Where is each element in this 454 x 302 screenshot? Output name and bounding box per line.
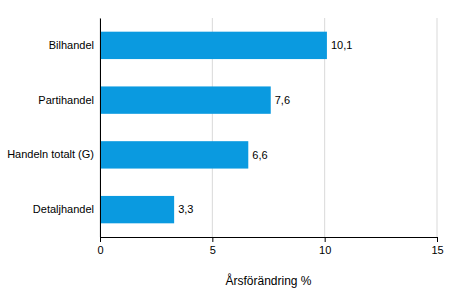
x-tick-mark <box>437 237 438 242</box>
x-axis: 0 5 10 15 <box>97 237 443 256</box>
x-tick: 5 <box>210 237 216 256</box>
y-tick-label: Partihandel <box>38 94 94 106</box>
data-label: 3,3 <box>178 203 193 215</box>
x-tick-label: 15 <box>431 244 443 256</box>
x-axis-line <box>101 238 438 243</box>
bars <box>100 32 327 224</box>
x-tick: 10 <box>319 237 331 256</box>
data-labels: 10,1 7,6 6,6 3,3 <box>178 39 352 215</box>
y-axis: Bilhandel Partihandel Handeln totalt (G) De… <box>7 19 100 238</box>
grid-line <box>100 18 101 237</box>
y-tick-label: Bilhandel <box>49 39 94 51</box>
x-tick-mark <box>325 237 326 242</box>
bar <box>100 196 174 223</box>
y-tick: Detaljhandel <box>33 203 100 215</box>
y-tick: Handeln totalt (G) <box>7 148 100 160</box>
x-tick: 0 <box>97 237 103 256</box>
x-axis-title: Årsförändring % <box>225 273 311 288</box>
chart: 0 5 10 15 Bilhandel Partihandel Handeln totalt… <box>0 0 454 302</box>
y-tick-label: Detaljhandel <box>33 203 94 215</box>
x-tick: 15 <box>431 237 443 256</box>
y-tick: Bilhandel <box>49 39 100 51</box>
data-label: 6,6 <box>252 149 267 161</box>
x-tick-label: 5 <box>210 244 216 256</box>
y-tick-label: Handeln totalt (G) <box>7 148 94 160</box>
x-tick-label: 0 <box>97 244 103 256</box>
grid-line <box>437 18 438 237</box>
grid <box>100 18 437 237</box>
y-tick: Partihandel <box>38 94 100 106</box>
x-tick-mark <box>100 237 101 242</box>
bar <box>100 86 271 113</box>
data-label: 7,6 <box>275 94 290 106</box>
plot: 0 5 10 15 Bilhandel Partihandel Handeln totalt… <box>7 18 443 256</box>
data-label: 10,1 <box>331 39 352 51</box>
x-tick-mark <box>212 237 213 242</box>
bar <box>100 32 327 59</box>
bar <box>100 141 248 168</box>
y-axis-line <box>100 19 101 238</box>
x-tick-label: 10 <box>319 244 331 256</box>
